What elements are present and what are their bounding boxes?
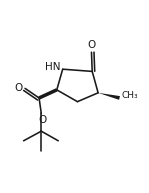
Text: O: O <box>39 115 47 125</box>
Text: O: O <box>14 83 22 93</box>
Text: CH₃: CH₃ <box>122 91 138 100</box>
Text: O: O <box>87 40 96 50</box>
Polygon shape <box>98 93 120 100</box>
Text: HN: HN <box>45 62 60 72</box>
Polygon shape <box>38 88 58 100</box>
